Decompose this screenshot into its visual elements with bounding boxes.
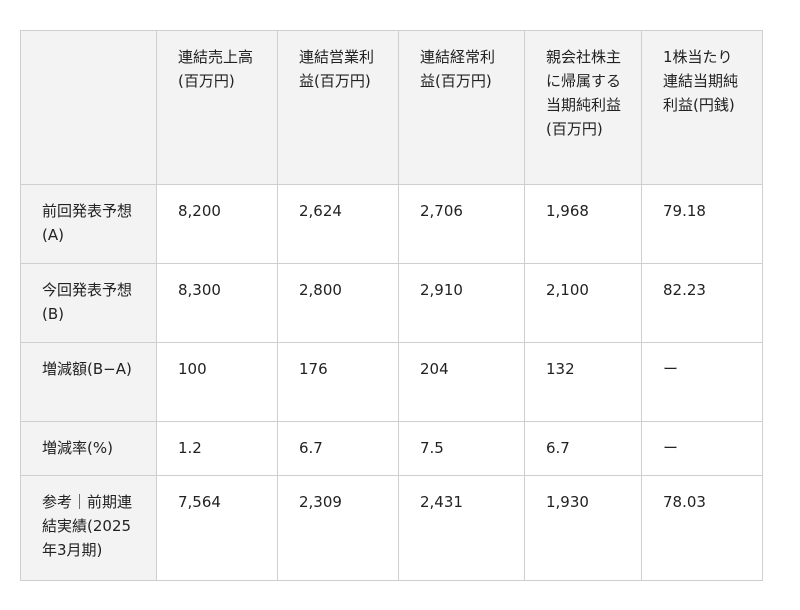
- header-cell: [20, 30, 157, 185]
- header-cell: 連結営業利益(百万円): [277, 30, 399, 185]
- table-body: 連結売上高(百万円) 連結営業利益(百万円) 連結経常利益(百万円) 親会社株主に帰属…: [20, 30, 763, 581]
- header-cell: 親会社株主に帰属する当期純利益(百万円): [524, 30, 642, 185]
- table-cell: 79.18: [641, 184, 763, 264]
- header-cell: 連結経常利益(百万円): [398, 30, 525, 185]
- table-cell: 8,200: [156, 184, 278, 264]
- table-cell: 176: [277, 342, 399, 422]
- table-cell: 78.03: [641, 475, 763, 581]
- table-row: 前回発表予想(A) 8,200 2,624 2,706 1,968 79.18: [20, 184, 763, 264]
- row-label: 参考｜前期連結実績(2025年3月期): [20, 475, 157, 581]
- table-cell: ー: [641, 421, 763, 476]
- table-cell: 6.7: [277, 421, 399, 476]
- table-row: 今回発表予想(B) 8,300 2,800 2,910 2,100 82.23: [20, 263, 763, 343]
- table-cell: 2,624: [277, 184, 399, 264]
- table-cell: 82.23: [641, 263, 763, 343]
- header-cell: 連結売上高(百万円): [156, 30, 278, 185]
- table-cell: 6.7: [524, 421, 642, 476]
- table-cell: 1.2: [156, 421, 278, 476]
- table-cell: 2,309: [277, 475, 399, 581]
- table-cell: 2,706: [398, 184, 525, 264]
- row-label: 増減額(B−A): [20, 342, 157, 422]
- table-cell: 8,300: [156, 263, 278, 343]
- row-label: 今回発表予想(B): [20, 263, 157, 343]
- table-cell: 7.5: [398, 421, 525, 476]
- header-row: 連結売上高(百万円) 連結営業利益(百万円) 連結経常利益(百万円) 親会社株主に帰属…: [20, 30, 763, 185]
- table-cell: ー: [641, 342, 763, 422]
- table-cell: 2,910: [398, 263, 525, 343]
- table-cell: 2,800: [277, 263, 399, 343]
- header-cell: 1株当たり連結当期純利益(円銭): [641, 30, 763, 185]
- table-cell: 2,431: [398, 475, 525, 581]
- table-cell: 1,968: [524, 184, 642, 264]
- table-row: 増減率(%) 1.2 6.7 7.5 6.7 ー: [20, 421, 763, 476]
- table-cell: 100: [156, 342, 278, 422]
- forecast-table: 連結売上高(百万円) 連結営業利益(百万円) 連結経常利益(百万円) 親会社株主に帰属…: [20, 30, 763, 581]
- table-cell: 2,100: [524, 263, 642, 343]
- table-row: 参考｜前期連結実績(2025年3月期) 7,564 2,309 2,431 1,930 7…: [20, 475, 763, 581]
- row-label: 前回発表予想(A): [20, 184, 157, 264]
- table-cell: 132: [524, 342, 642, 422]
- table-cell: 1,930: [524, 475, 642, 581]
- table-row: 増減額(B−A) 100 176 204 132 ー: [20, 342, 763, 422]
- table-cell: 7,564: [156, 475, 278, 581]
- row-label: 増減率(%): [20, 421, 157, 476]
- table-cell: 204: [398, 342, 525, 422]
